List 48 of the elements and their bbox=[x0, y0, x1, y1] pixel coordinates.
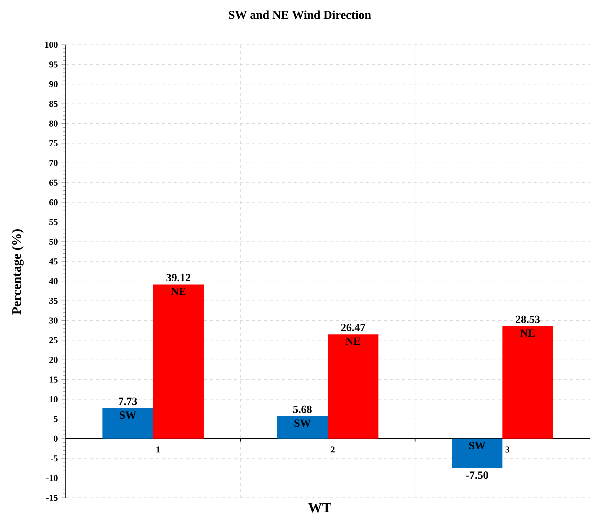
data-label: -7.50 bbox=[466, 472, 488, 480]
y-tick-label: 15 bbox=[50, 376, 58, 383]
bar bbox=[277, 416, 328, 439]
bar bbox=[452, 438, 503, 468]
y-tick-label: 75 bbox=[50, 140, 58, 146]
y-tick-label: 65 bbox=[50, 180, 58, 186]
y-axis-title: Percentage (%) bbox=[12, 230, 24, 315]
x-axis-title: WT bbox=[308, 503, 332, 513]
y-tick-label: 40 bbox=[49, 278, 58, 284]
y-tick-label: 60 bbox=[50, 200, 58, 206]
y-tick-label: 80 bbox=[50, 120, 58, 127]
bar bbox=[328, 334, 379, 439]
y-tick-label: 70 bbox=[50, 160, 58, 166]
y-tick-label: 25 bbox=[50, 337, 58, 344]
data-label: 39.12 bbox=[166, 274, 191, 282]
bar bbox=[502, 326, 554, 439]
y-tick-label: 45 bbox=[49, 258, 58, 265]
y-tick-label: 100 bbox=[45, 42, 58, 48]
y-tick-label: -5 bbox=[51, 456, 58, 462]
y-tick-label: 90 bbox=[49, 81, 58, 88]
x-tick-label: 2 bbox=[331, 446, 335, 453]
data-label: 5.68 bbox=[293, 406, 312, 414]
data-label: 7.73 bbox=[119, 398, 138, 406]
y-tick-label: 20 bbox=[50, 357, 58, 364]
y-tick-label: 95 bbox=[49, 62, 58, 68]
text: NE bbox=[520, 330, 536, 337]
series-label: SW bbox=[120, 412, 136, 420]
x-tick-label: 1 bbox=[156, 446, 160, 453]
y-tick-label: -10 bbox=[46, 475, 58, 482]
bar bbox=[153, 284, 204, 439]
y-tick-label: 5 bbox=[54, 416, 58, 422]
y-tick-label: 0 bbox=[54, 436, 58, 442]
text: NE bbox=[346, 338, 360, 346]
y-tick-label: 30 bbox=[50, 318, 58, 324]
y-tick-label: 85 bbox=[50, 101, 58, 108]
data-label: 28.53 bbox=[516, 316, 540, 324]
text: SW bbox=[294, 420, 312, 428]
y-tick-label: -15 bbox=[46, 494, 58, 502]
y-tick-label: 35 bbox=[50, 298, 58, 304]
y-tick-label: 10 bbox=[50, 396, 58, 403]
bar bbox=[102, 408, 154, 439]
x-tick-label: 3 bbox=[506, 446, 510, 453]
text: SW bbox=[469, 442, 486, 450]
y-tick-label: 55 bbox=[50, 219, 58, 226]
y-tick-label: 50 bbox=[50, 238, 58, 245]
series-label: NE bbox=[171, 288, 186, 296]
chart-title: SW and NE Wind Direction bbox=[229, 10, 372, 20]
data-label: 26.47 bbox=[341, 324, 366, 332]
